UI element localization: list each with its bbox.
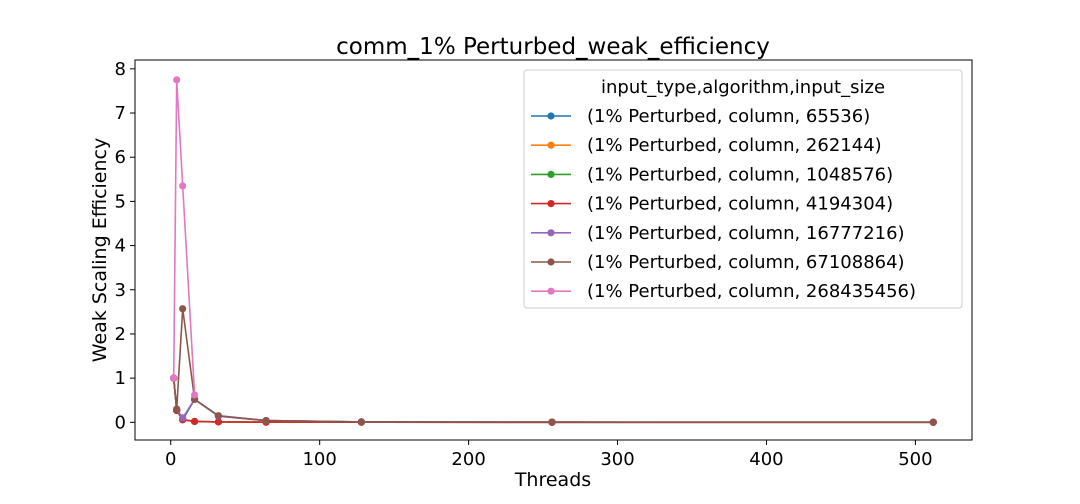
x-tick-label: 300 [600,449,634,470]
x-tick-label: 400 [749,449,783,470]
series-line [172,79,196,395]
series-layer [170,76,937,426]
legend-entry: (1% Perturbed, column, 4194304) [531,194,893,215]
legend-entry: (1% Perturbed, column, 67108864) [531,252,905,273]
legend-label: (1% Perturbed, column, 268435456) [587,281,916,302]
series-3 [170,374,937,426]
plot-frame [134,59,973,441]
series-line [172,378,934,424]
legend: input_type,algorithm,input_size (1% Pert… [523,69,963,309]
y-axis-label: Weak Scaling Efficiency [89,138,111,362]
data-point [179,182,187,190]
data-point [262,416,270,425]
series-line [172,308,934,424]
x-tick-label: 500 [898,449,932,470]
x-tick-label: 100 [302,449,336,470]
x-tick-label: 200 [451,449,485,470]
legend-marker [547,170,555,178]
legend-label: (1% Perturbed, column, 262144) [587,135,882,156]
series-0 [170,374,937,426]
y-tick-label: 3 [115,280,126,301]
data-point [179,305,187,313]
series-5 [170,305,937,426]
legend-label: (1% Perturbed, column, 4194304) [587,194,893,215]
y-tick-label: 2 [115,324,126,345]
legend-marker [547,200,555,208]
legend-marker [547,112,555,120]
x-tick-label: 0 [165,449,176,470]
data-point [190,417,199,426]
y-tick-label: 7 [115,103,126,124]
y-tick-label: 4 [115,236,126,257]
chart-title: comm_1% Perturbed_weak_efficiency [336,34,770,60]
legend-label: (1% Perturbed, column, 16777216) [587,223,905,244]
series-line [172,378,934,424]
data-point [190,391,199,399]
series-1 [170,374,937,426]
legend-entries: (1% Perturbed, column, 65536) (1% Perturb… [531,106,916,302]
legend-entry: (1% Perturbed, column, 268435456) [531,281,916,302]
data-point [170,374,178,382]
legend-marker [547,287,555,295]
y-tick-label: 1 [115,368,126,389]
legend-entry: (1% Perturbed, column, 1048576) [531,164,893,185]
x-axis-ticks: 0 100 200 300 400 500 [165,440,933,470]
legend-label: (1% Perturbed, column, 67108864) [587,252,905,273]
series-line [172,378,934,424]
data-point [179,414,187,422]
y-tick-label: 0 [115,412,126,433]
y-axis-ticks: 0 1 2 3 4 5 6 7 8 [115,59,135,433]
data-point [548,418,556,426]
legend-entry: (1% Perturbed, column, 16777216) [531,223,905,244]
series-2 [170,374,937,426]
data-point [929,418,937,426]
y-tick-label: 8 [115,59,126,80]
y-tick-label: 5 [115,191,126,212]
series-6 [170,76,199,399]
legend-label: (1% Perturbed, column, 65536) [587,106,870,127]
data-point [357,418,365,426]
y-tick-label: 6 [115,147,126,168]
legend-entry: (1% Perturbed, column, 262144) [531,135,882,156]
data-point [214,418,223,426]
legend-label: (1% Perturbed, column, 1048576) [587,164,893,185]
data-point [214,412,223,420]
legend-marker [547,258,555,266]
plot-area: 0 100 200 300 400 500 0 1 2 3 4 5 6 7 8 [115,59,973,470]
x-axis-label: Threads [514,469,591,491]
legend-marker [547,229,555,237]
legend-marker [547,141,555,149]
series-4 [170,374,937,426]
legend-box [523,69,963,309]
legend-entry: (1% Perturbed, column, 65536) [531,106,870,127]
data-point [173,405,181,413]
series-line [172,378,934,424]
legend-title: input_type,algorithm,input_size [601,77,885,98]
series-line [172,378,934,424]
data-point [173,76,181,84]
